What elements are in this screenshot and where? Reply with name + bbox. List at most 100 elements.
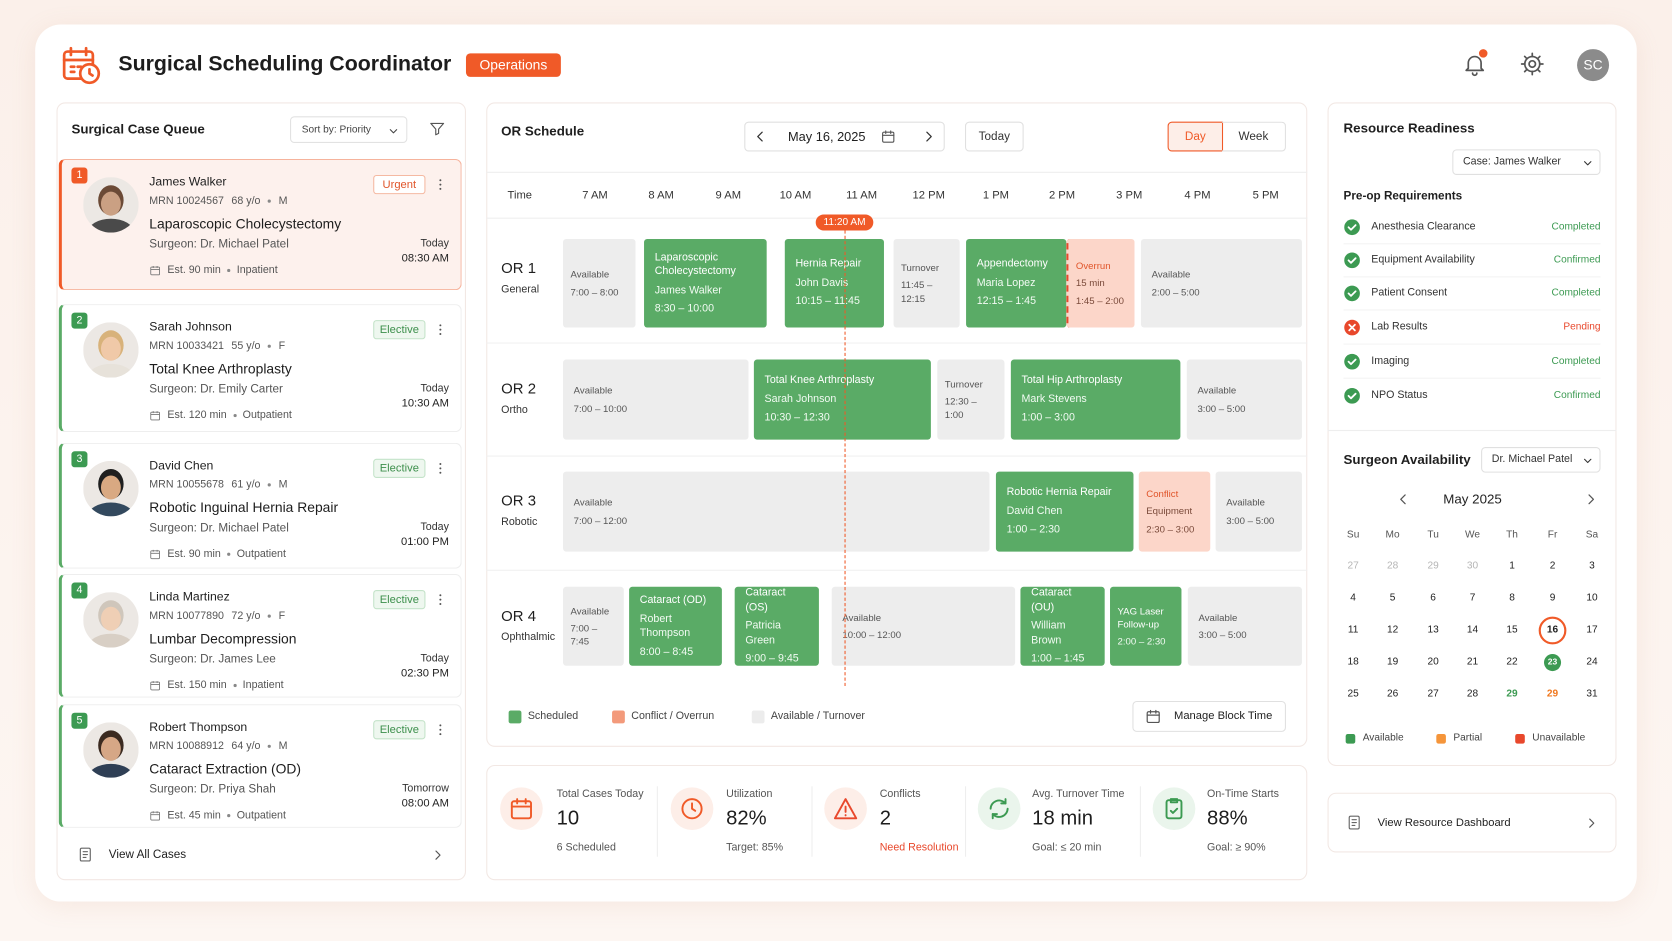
block-title: Turnover	[901, 262, 940, 274]
next-month[interactable]	[1583, 492, 1598, 507]
panel-title: OR Schedule	[501, 123, 585, 139]
calendar-day[interactable]: 10	[1586, 592, 1598, 604]
prev-month[interactable]	[1396, 492, 1411, 507]
calendar-day[interactable]: 19	[1386, 656, 1399, 668]
calendar-day[interactable]: 30	[1466, 560, 1479, 572]
calendar-day[interactable]: 7	[1469, 592, 1476, 604]
calendar-day[interactable]: 3	[1589, 560, 1595, 572]
schedule-block[interactable]: Total Hip Arthroplasty Mark Stevens 1:00 –…	[1010, 359, 1181, 440]
schedule-block[interactable]: Laparoscopic Cholecystectomy James Walker…	[644, 238, 767, 328]
schedule-block[interactable]: Robotic Hernia Repair David Chen 1:00 – 2:…	[995, 471, 1134, 552]
schedule-block[interactable]: Available 7:00 – 7:45	[563, 586, 624, 666]
calendar-day[interactable]: 28	[1386, 560, 1399, 572]
calendar-day[interactable]: 14	[1466, 624, 1479, 636]
schedule-block[interactable]: Total Knee Arthroplasty Sarah Johnson 10:3…	[753, 359, 931, 440]
icon-shape	[1344, 319, 1360, 336]
schedule-block[interactable]: Available 7:00 – 12:00	[563, 471, 990, 552]
icon-shape	[87, 363, 134, 378]
calendar-day[interactable]: 27	[1347, 560, 1359, 572]
calendar-day[interactable]: 15	[1506, 624, 1518, 636]
calendar-day[interactable]: 11	[1347, 624, 1359, 636]
case-menu[interactable]	[433, 177, 448, 192]
date-picker[interactable]	[744, 121, 945, 152]
calendar-day[interactable]: 29	[1427, 560, 1439, 572]
calendar-day[interactable]: 4	[1350, 592, 1356, 604]
calendar-day[interactable]: 26	[1386, 688, 1399, 700]
schedule-block[interactable]: Conflict Equipment 2:30 – 3:00	[1138, 471, 1211, 552]
case-menu[interactable]	[433, 592, 448, 607]
case-select[interactable]	[1452, 149, 1601, 175]
calendar-day[interactable]: 27	[1427, 688, 1439, 700]
schedule-block[interactable]: Hernia Repair John Davis 10:15 – 11:45	[784, 238, 884, 328]
block-detail: Maria Lopez	[976, 277, 1036, 289]
prev-day[interactable]	[753, 129, 768, 144]
calendar-day[interactable]: 17	[1586, 624, 1598, 636]
sex: M	[278, 739, 288, 752]
calendar-day[interactable]: 25	[1347, 688, 1359, 700]
hour-label: 2 PM	[1048, 188, 1076, 202]
schedule-block[interactable]: Cataract (OS) Patricia Green 9:00 – 9:45	[734, 586, 819, 666]
case-select-label: Case: James Walker	[1462, 155, 1561, 168]
schedule-block[interactable]: Cataract (OD) Robert Thompson 8:00 – 8:45	[629, 586, 722, 666]
calendar-day[interactable]: 1	[1509, 560, 1515, 572]
schedule-block[interactable]: Cataract (OU) William Brown 1:00 – 1:45	[1020, 586, 1105, 666]
schedule-block[interactable]: Turnover 12:30 – 1:00	[937, 359, 1005, 440]
icon-shape	[1146, 711, 1160, 724]
calendar-day[interactable]: 22	[1506, 656, 1518, 668]
calendar-day[interactable]: 8	[1509, 592, 1515, 604]
icon-shape	[1351, 819, 1357, 826]
block-detail: 11:45 – 12:15	[901, 279, 933, 304]
calendar-day[interactable]: 13	[1427, 624, 1439, 636]
calendar-day[interactable]: 2	[1549, 560, 1556, 572]
calendar-day[interactable]: 9	[1549, 592, 1556, 604]
view-all-link[interactable]: View All Cases	[108, 848, 187, 861]
view-toggle[interactable]: Week	[1221, 121, 1286, 152]
schedule-block[interactable]: Available 7:00 – 8:00	[563, 238, 636, 328]
calendar-day[interactable]: 18	[1347, 656, 1359, 668]
calendar-day[interactable]: 28	[1466, 688, 1479, 700]
settings-button[interactable]	[1519, 51, 1545, 77]
requirement: Patient Consent	[1371, 286, 1448, 299]
case-menu[interactable]	[433, 722, 448, 737]
stat-label: Utilization	[726, 788, 773, 801]
selected-day[interactable]	[1538, 616, 1567, 645]
schedule-block[interactable]: Available 7:00 – 10:00	[563, 359, 749, 440]
schedule-block[interactable]: Available 3:00 – 5:00	[1186, 359, 1302, 440]
panel-title: Surgical Case Queue	[71, 121, 205, 137]
manage-button[interactable]	[1132, 700, 1286, 732]
calendar-day[interactable]: 16	[1546, 624, 1559, 636]
time-label: Time	[507, 188, 533, 202]
calendar-day[interactable]: 5	[1389, 592, 1396, 604]
user-avatar[interactable]: SC	[1577, 49, 1610, 82]
case-menu[interactable]	[433, 461, 448, 476]
calendar-day[interactable]: 23	[1547, 657, 1558, 667]
calendar-day[interactable]: 6	[1430, 592, 1436, 604]
schedule-block[interactable]: Available 3:00 – 5:00	[1215, 471, 1302, 552]
scheduled-day: Today	[420, 652, 449, 665]
next-day[interactable]	[921, 129, 936, 144]
schedule-block[interactable]: Available 2:00 – 5:00	[1140, 238, 1302, 328]
icon-shape	[435, 850, 441, 860]
schedule-block[interactable]: YAG Laser Follow-up 2:00 – 2:30	[1110, 586, 1182, 666]
schedule-block[interactable]: Appendectomy Maria Lopez 12:15 – 1:45	[966, 238, 1067, 328]
calendar-day[interactable]: 29	[1546, 688, 1559, 700]
schedule-block[interactable]: Turnover 11:45 – 12:15	[893, 238, 960, 328]
notifications-button[interactable]	[1462, 50, 1488, 78]
calendar-day[interactable]: 20	[1427, 656, 1439, 668]
calendar-day[interactable]: 29	[1506, 688, 1518, 700]
calendar-day[interactable]: 24	[1586, 656, 1598, 668]
schedule-block[interactable]: Available 3:00 – 5:00	[1187, 586, 1302, 666]
calendar-day[interactable]: 21	[1466, 656, 1479, 668]
surgeon-select[interactable]	[1481, 447, 1601, 473]
dashboard-card[interactable]	[1327, 792, 1617, 853]
calendar-day[interactable]: 31	[1586, 688, 1598, 700]
sort-select[interactable]: Sort by: Priority	[290, 116, 408, 143]
block-detail: David Chen	[1006, 505, 1063, 518]
filter-button[interactable]	[429, 121, 446, 138]
calendar-day[interactable]: 12	[1386, 624, 1399, 636]
case-menu[interactable]	[433, 322, 448, 337]
schedule-block[interactable]: Overrun 15 min 1:45 – 2:00	[1066, 238, 1135, 328]
view-toggle[interactable]: Day	[1167, 121, 1224, 152]
today-button[interactable]: Today	[965, 121, 1024, 152]
schedule-block[interactable]: Available 10:00 – 12:00	[831, 586, 1016, 666]
